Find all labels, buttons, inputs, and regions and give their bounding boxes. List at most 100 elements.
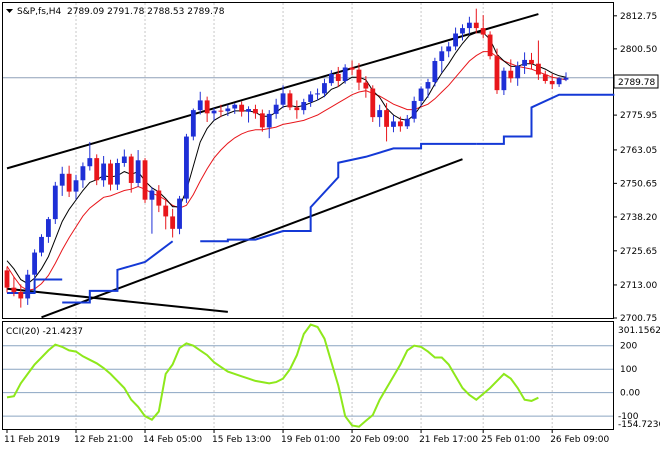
candle-body	[411, 100, 417, 119]
candle-body	[225, 108, 231, 112]
candle-body	[556, 78, 562, 85]
candle-body	[142, 160, 148, 200]
candle-body	[404, 118, 410, 127]
candle-body	[266, 113, 272, 128]
trend-line	[6, 287, 228, 313]
price-axis-label: 2775.95	[620, 111, 657, 121]
candle-body	[308, 94, 314, 103]
cci-axis-min: -154.7236	[618, 420, 660, 430]
candle-body	[322, 83, 327, 94]
candle-body	[446, 46, 452, 52]
candle-body	[246, 109, 251, 112]
candle-body	[418, 88, 424, 101]
time-axis-label: 12 Feb 21:00	[74, 435, 133, 445]
price-axis-label: 2763.05	[620, 146, 657, 156]
price-tag-box	[613, 74, 659, 89]
price-plot	[3, 8, 615, 319]
candle-body	[349, 67, 355, 70]
chart-header: S&P,fs,H4 2789.09 2791.78 2788.53 2789.7…	[6, 7, 225, 17]
candle-body	[39, 236, 44, 253]
candle-body	[391, 121, 396, 127]
candle-body	[363, 82, 369, 89]
trend-line	[41, 158, 463, 319]
time-axis-label: 19 Feb 01:00	[281, 435, 340, 445]
candle-body	[66, 173, 72, 192]
candle-body	[184, 136, 189, 199]
candle-body	[529, 59, 534, 64]
candle-body	[425, 82, 431, 89]
candle-body	[135, 160, 141, 183]
candle-body	[432, 61, 438, 83]
candle-body	[4, 270, 10, 288]
time-axis-label: 21 Feb 17:00	[419, 435, 478, 445]
candle-body	[94, 158, 100, 181]
candle-body	[384, 110, 389, 127]
candle-body	[501, 70, 507, 91]
price-tag-value: 2789.78	[618, 78, 655, 88]
candle-body	[549, 80, 555, 85]
candle-body	[190, 110, 196, 137]
candle-body	[197, 100, 203, 111]
candle-body	[294, 107, 300, 111]
candle-body	[494, 56, 500, 91]
candle-body	[480, 28, 486, 35]
price-axis-label: 2738.20	[620, 213, 657, 223]
time-axis-label: 26 Feb 09:00	[550, 435, 609, 445]
trend-line	[6, 13, 539, 170]
candle-body	[487, 34, 493, 57]
candle-body	[466, 22, 472, 29]
price-panel-frame	[2, 2, 614, 319]
candle-body	[287, 93, 293, 108]
trailing-stop-line	[476, 93, 615, 145]
candle-body	[453, 33, 458, 47]
candle-body	[473, 22, 479, 29]
dropdown-triangle-icon[interactable]	[6, 9, 13, 13]
candle-body	[377, 110, 383, 118]
trailing-stop-line	[200, 142, 477, 243]
candle-body	[218, 110, 224, 112]
cci-level-label: 200	[620, 342, 637, 352]
candle-body	[59, 173, 65, 186]
price-axis-label: 2750.65	[620, 179, 657, 189]
candle-body	[239, 104, 245, 112]
cci-line	[6, 323, 539, 428]
candle-body	[342, 67, 348, 81]
price-axis-label: 2725.65	[620, 247, 657, 257]
ohlc-values: 2789.09 2791.78 2788.53 2789.78	[67, 7, 225, 17]
cci-plot	[3, 323, 613, 428]
time-axis-label: 11 Feb 2019	[4, 435, 60, 445]
price-axis-label: 2713.00	[620, 281, 657, 291]
candle-body	[439, 51, 445, 62]
candle-body	[535, 63, 541, 75]
time-axis-label: 20 Feb 09:00	[350, 435, 409, 445]
time-axis-label: 14 Feb 05:00	[143, 435, 202, 445]
candle-body	[563, 77, 569, 80]
candle-body	[259, 113, 265, 128]
candle-body	[253, 109, 258, 114]
price-axis-label: 2812.75	[620, 12, 657, 22]
candle-body	[163, 205, 169, 217]
candle-body	[25, 274, 31, 299]
candle-body	[328, 73, 334, 84]
candle-body	[301, 102, 307, 111]
candle-body	[542, 74, 548, 81]
current-price-tag: 2789.78	[613, 74, 659, 89]
cci-level-label: 100	[620, 365, 637, 375]
price-axis-label: 2800.50	[620, 45, 657, 55]
fast-ma-line	[6, 32, 567, 285]
time-axis-label: 25 Feb 01:00	[481, 435, 540, 445]
slow-ma-line	[6, 51, 567, 291]
candle-body	[87, 158, 93, 167]
candle-body	[204, 100, 210, 114]
cci-axis-max: 301.1562	[618, 326, 660, 336]
candle-body	[335, 73, 341, 81]
candle-body	[232, 104, 238, 109]
symbol-label: S&P,fs,H4	[17, 7, 62, 17]
candle-body	[177, 198, 182, 229]
candle-body	[121, 156, 127, 163]
cci-level-label: 0.00	[620, 389, 640, 399]
candle-body	[211, 110, 217, 114]
cci-level-label: -100	[618, 412, 639, 422]
candle-body	[115, 162, 120, 185]
candle-body	[108, 163, 113, 185]
